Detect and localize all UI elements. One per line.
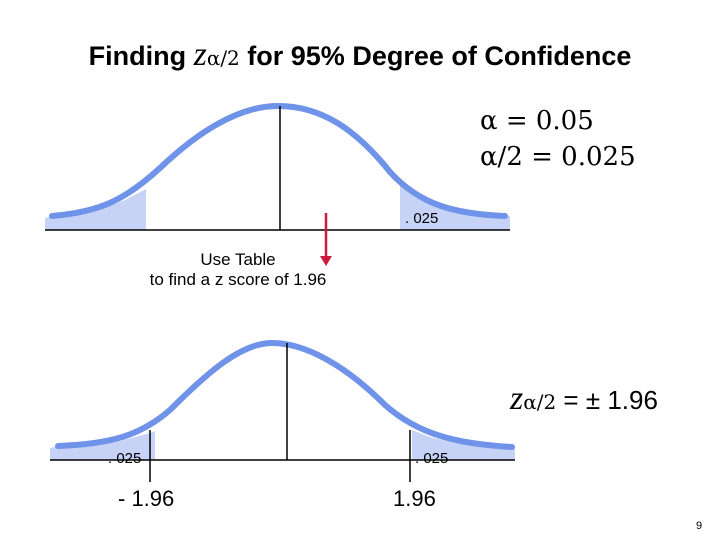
z-result-value: = ± 1.96 xyxy=(556,385,658,415)
bottom-normal-curve xyxy=(50,339,515,482)
table-note-line2: to find a z score of 1.96 xyxy=(149,270,327,289)
z-result: zα/2 = ± 1.96 xyxy=(510,380,658,418)
alpha-values: α = 0.05 α/2 = 0.025 xyxy=(480,103,636,175)
half-alpha-line: α/2 = 0.025 xyxy=(480,142,636,172)
title-z-symbol: z xyxy=(193,36,207,73)
top-curve-line xyxy=(49,102,508,219)
title-suffix: for 95% Degree of Confidence xyxy=(239,41,632,71)
critical-value-arrow xyxy=(320,213,332,266)
table-note-line1: Use Table xyxy=(200,250,276,269)
bottom-right-tail-label: . 025 xyxy=(415,450,449,467)
z-result-subscript: α/2 xyxy=(523,390,557,414)
right-z-label: 1.96 xyxy=(393,486,436,511)
bottom-curve-line xyxy=(55,339,515,450)
page-number: 9 xyxy=(696,520,703,532)
left-z-label: - 1.96 xyxy=(118,486,175,511)
top-left-tail-fill xyxy=(45,189,146,230)
bottom-left-tail-fill xyxy=(50,431,155,460)
table-note: Use Table to find a z score of 1.96 xyxy=(118,250,358,290)
alpha-line: α = 0.05 xyxy=(480,106,594,136)
slide-title: Finding zα/2 for 95% Degree of Confidenc… xyxy=(0,36,720,74)
title-prefix: Finding xyxy=(88,41,194,71)
top-right-tail-fill xyxy=(400,185,510,230)
top-tail-label: . 025 xyxy=(405,210,439,227)
title-subscript: α/2 xyxy=(206,46,240,70)
top-normal-curve xyxy=(45,102,510,231)
bottom-left-tail-label: . 025 xyxy=(108,450,142,467)
bottom-right-tail-fill xyxy=(412,430,515,460)
z-result-symbol: z xyxy=(510,380,524,417)
